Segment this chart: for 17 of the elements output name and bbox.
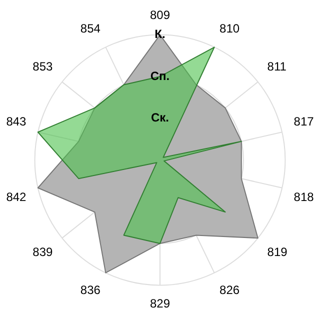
- spoke-label: 810: [220, 21, 240, 36]
- y-tick-label: К.: [154, 27, 166, 42]
- spoke-label: 839: [32, 245, 54, 260]
- y-tick-label: Ск.: [150, 110, 170, 125]
- spoke-label: 818: [294, 190, 314, 204]
- spoke-label: 829: [150, 296, 170, 311]
- spoke-label: 819: [267, 245, 288, 260]
- spoke-label: 854: [80, 21, 101, 36]
- y-tick-label: Сп.: [150, 68, 170, 83]
- spoke-label: 836: [80, 283, 101, 298]
- spoke-label: 809: [150, 8, 170, 22]
- spoke-label: 817: [294, 114, 314, 129]
- spoke-label: 843: [6, 114, 27, 129]
- spoke-label: 853: [32, 60, 54, 74]
- spoke-label: 842: [6, 190, 27, 204]
- spoke-label: 826: [220, 283, 240, 298]
- spoke-label: 811: [267, 60, 287, 74]
